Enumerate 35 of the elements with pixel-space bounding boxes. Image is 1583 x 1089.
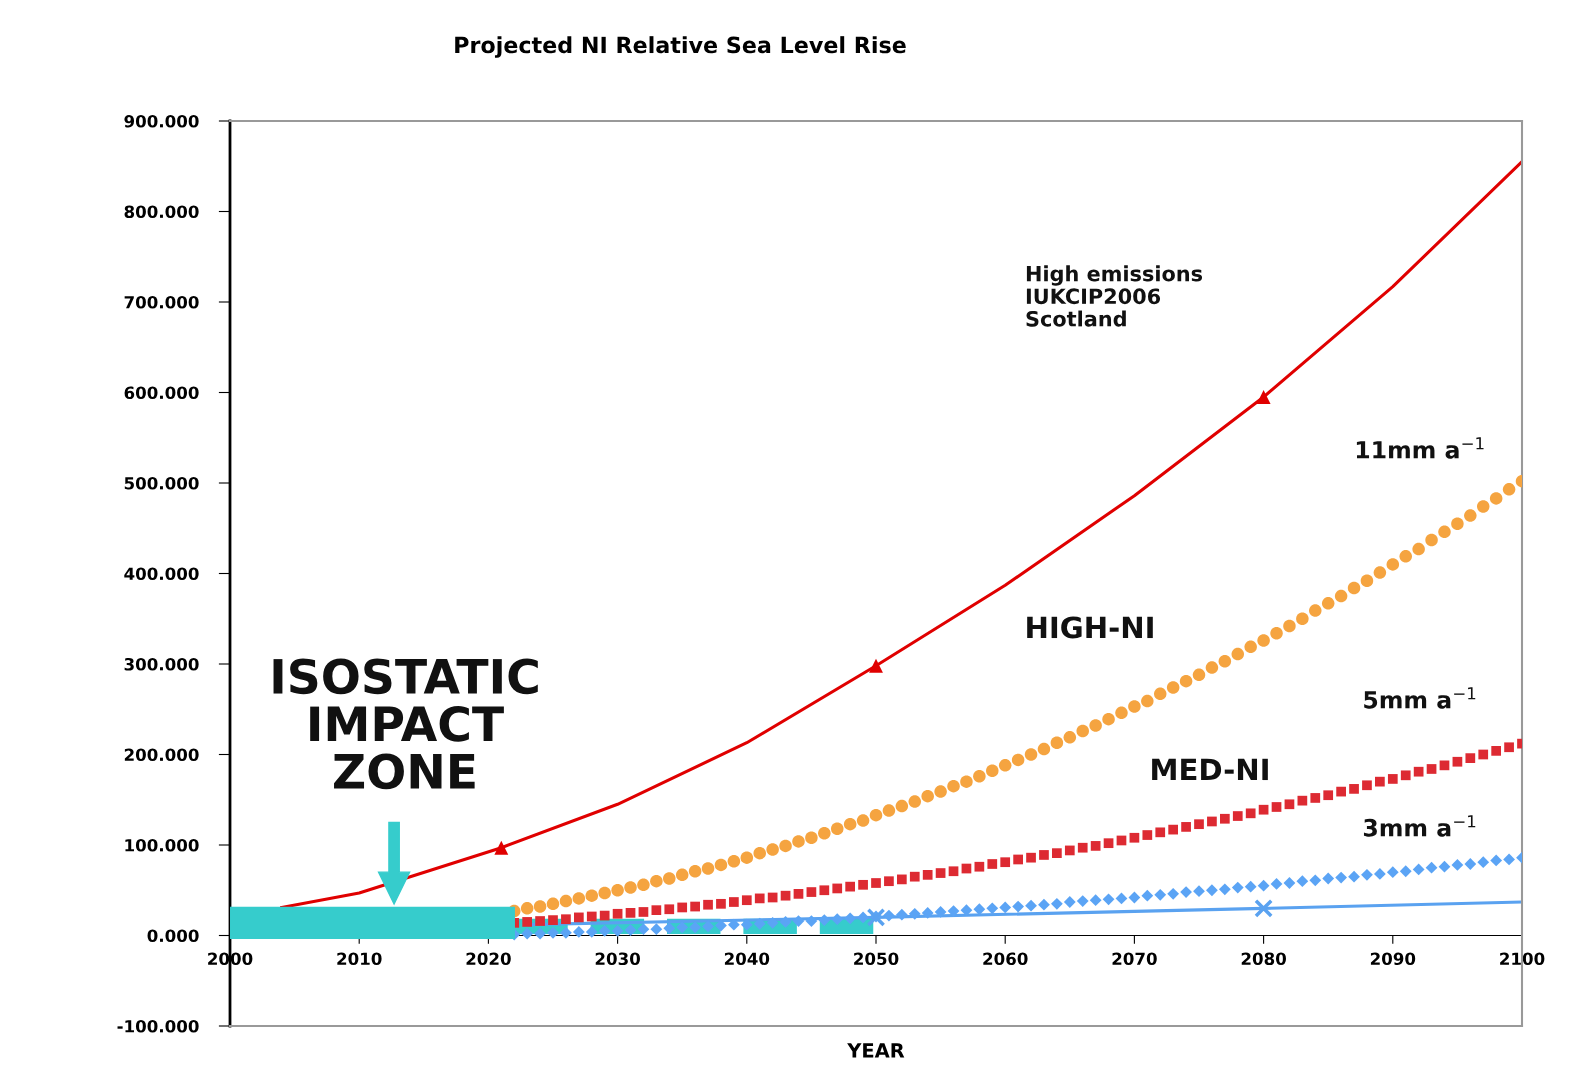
x-tick-label: 2050	[854, 952, 899, 966]
y-tick-label: 700.000	[124, 295, 199, 309]
x-tick-label: 2060	[983, 952, 1028, 966]
point	[1254, 898, 1273, 918]
x-tick-label: 2080	[1241, 952, 1286, 966]
y-tick-label: -100.000	[117, 1019, 199, 1033]
y-tick-label: 100.000	[125, 838, 199, 852]
x-tick-label: 2010	[337, 952, 382, 966]
point	[1256, 390, 1271, 404]
y-tick-label: 400.000	[124, 567, 199, 581]
annotation: MED-NI	[1152, 758, 1268, 781]
y-tick-label: 200.000	[124, 748, 199, 762]
point	[869, 658, 883, 673]
x-tick-label: 2020	[466, 952, 511, 966]
y-tick-label: 300.000	[124, 657, 199, 671]
x-tick-label: 2070	[1112, 952, 1157, 966]
x-tick-label: 2030	[595, 952, 640, 966]
point	[494, 840, 509, 855]
y-tick-label: 900.000	[124, 114, 199, 128]
annotation: 11mm a$^{−1}$	[1356, 437, 1484, 459]
point	[866, 908, 886, 927]
x-tick-label: 2040	[724, 952, 770, 966]
x-axis-title: YEAR	[847, 1043, 905, 1058]
x-tick-label: 2100	[1500, 952, 1545, 966]
y-tick-label: 800.000	[124, 205, 199, 219]
annotation: 3mm a$^{−1}$	[1363, 815, 1476, 837]
y-tick-label: 500.000	[124, 476, 199, 490]
annotation: ISOSTATIC IMPACT ZONE	[273, 658, 538, 790]
annotation: High emissions IUKCIP2006 Scotland	[1026, 265, 1203, 327]
chart-title: Projected NI Relative Sea Level Rise	[455, 36, 906, 58]
x-tick-label: 2090	[1370, 952, 1416, 966]
y-tick-label: 600.000	[124, 386, 199, 400]
y-tick-label: 0.000	[147, 929, 199, 943]
annotation: 5mm a$^{−1}$	[1364, 687, 1476, 709]
annotation: HIGH-NI	[1027, 616, 1153, 639]
